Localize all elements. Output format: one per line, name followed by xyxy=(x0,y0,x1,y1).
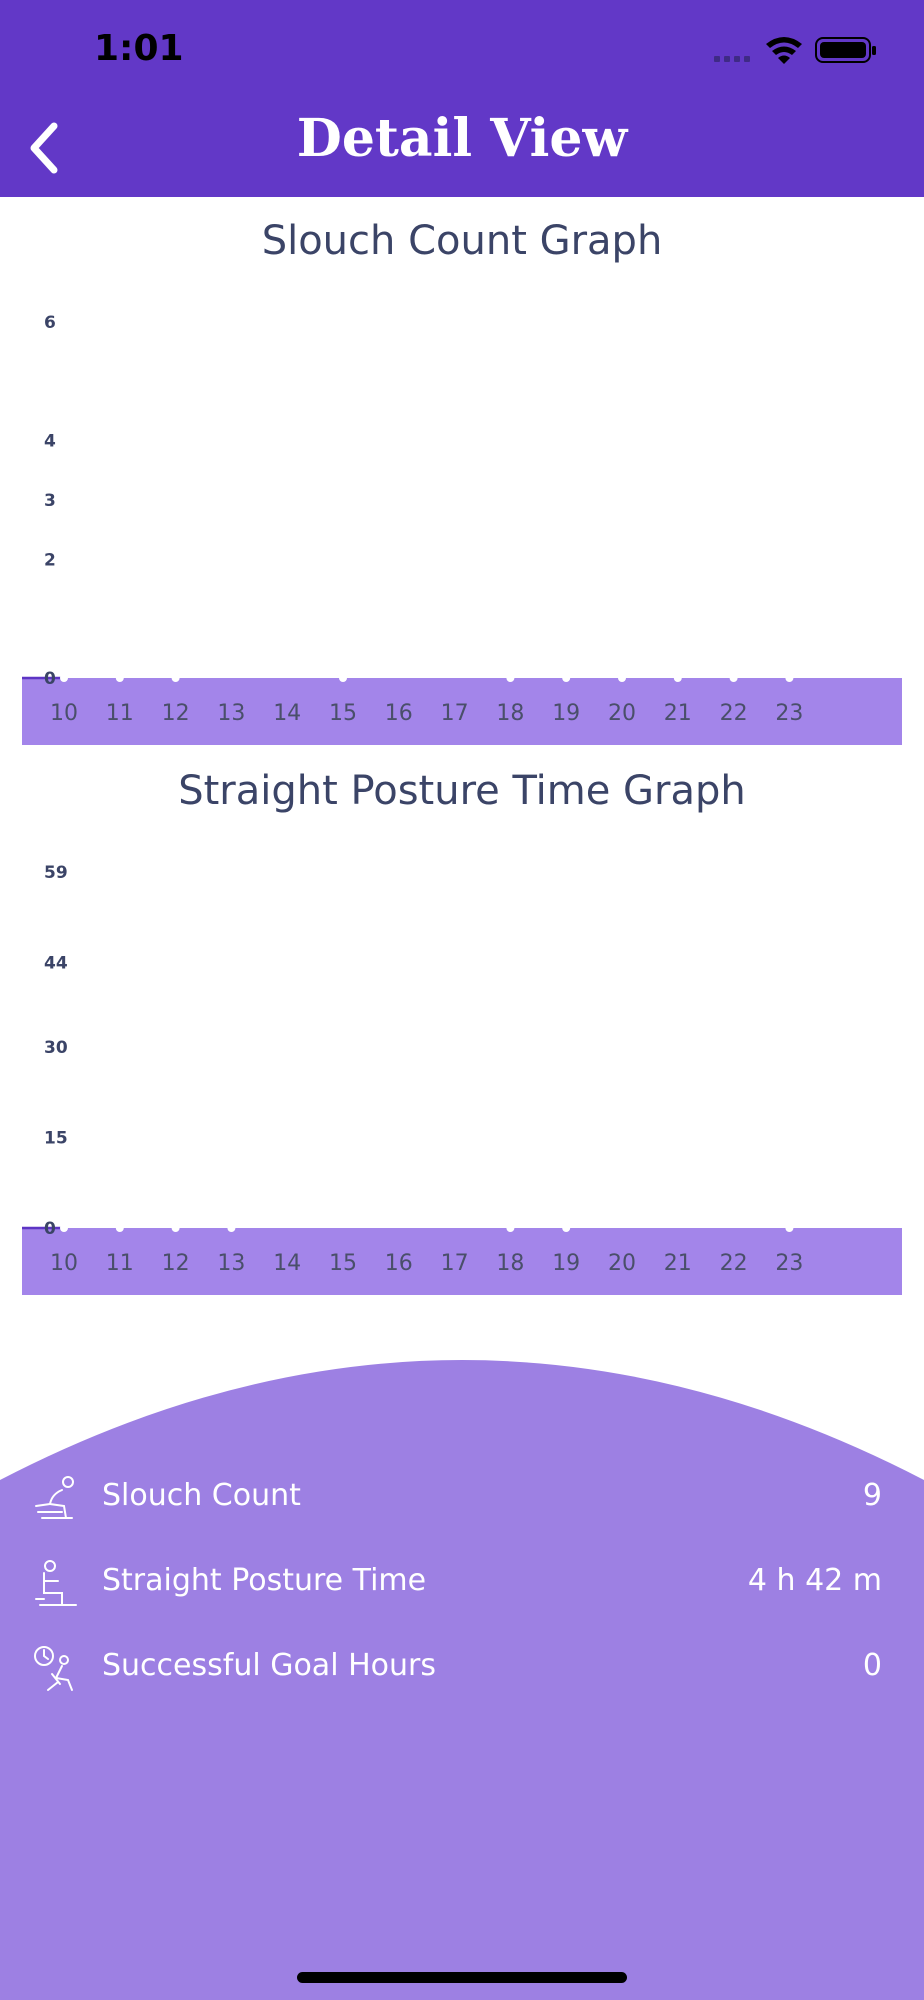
data-point xyxy=(618,1169,626,1178)
sitting-person-icon xyxy=(35,1560,77,1606)
x-tick-label: 13 xyxy=(217,1251,245,1276)
x-tick-label: 11 xyxy=(106,701,134,726)
data-point xyxy=(60,674,68,682)
x-tick-label: 21 xyxy=(664,701,692,726)
data-point xyxy=(729,964,738,973)
x-tick-label: 21 xyxy=(664,1251,692,1276)
home-indicator[interactable] xyxy=(297,1972,627,1983)
slouching-person-icon xyxy=(35,1476,74,1519)
x-tick-label: 14 xyxy=(273,1251,301,1276)
data-point xyxy=(339,868,347,876)
data-point xyxy=(60,1224,68,1232)
data-point xyxy=(562,1224,571,1232)
cellular-signal-icon xyxy=(714,56,750,62)
x-tick-label: 19 xyxy=(552,701,580,726)
summary-panel: Slouch Count 9 Straight Posture Time 4 h… xyxy=(0,1360,924,2000)
x-tick-label: 23 xyxy=(775,1251,803,1276)
stat-value: 9 xyxy=(862,1478,882,1513)
data-point xyxy=(283,1181,292,1190)
data-point xyxy=(450,922,459,931)
y-tick-label: 4 xyxy=(44,432,56,452)
data-point xyxy=(562,674,571,682)
x-tick-label: 12 xyxy=(162,1251,190,1276)
data-point xyxy=(673,868,682,876)
battery-icon xyxy=(815,37,876,63)
straight-graph-title: Straight Posture Time Graph xyxy=(178,768,746,814)
stat-label: Successful Goal Hours xyxy=(102,1648,436,1683)
stat-label: Slouch Count xyxy=(102,1478,301,1513)
x-tick-label: 19 xyxy=(552,1251,580,1276)
x-tick-label: 15 xyxy=(329,701,357,726)
x-tick-label: 16 xyxy=(385,701,413,726)
x-tick-label: 22 xyxy=(720,701,748,726)
x-tick-label: 18 xyxy=(496,1251,524,1276)
x-tick-label: 22 xyxy=(720,1251,748,1276)
x-tick-label: 20 xyxy=(608,1251,636,1276)
stat-row-successful-goal-hours: Successful Goal Hours 0 xyxy=(32,1640,882,1700)
nav-header: 1:01 Detail View xyxy=(0,0,924,197)
data-point xyxy=(785,674,794,682)
x-tick-label: 17 xyxy=(441,701,469,726)
x-tick-label: 23 xyxy=(775,701,803,726)
data-point xyxy=(171,674,180,682)
x-tick-label: 13 xyxy=(217,701,245,726)
data-point xyxy=(339,674,347,682)
x-tick-label: 17 xyxy=(441,1251,469,1276)
goal-clock-person-icon xyxy=(34,1646,73,1691)
stat-value: 0 xyxy=(862,1648,882,1683)
x-tick-label: 16 xyxy=(385,1251,413,1276)
data-point xyxy=(450,614,459,623)
x-tick-label: 12 xyxy=(162,701,190,726)
data-point xyxy=(394,614,403,623)
y-tick-label: 0 xyxy=(44,669,56,689)
x-tick-label: 20 xyxy=(608,701,636,726)
status-icons xyxy=(714,37,876,64)
y-tick-label: 0 xyxy=(44,1219,56,1239)
data-point xyxy=(506,674,515,682)
data-point xyxy=(227,318,236,326)
data-point xyxy=(673,674,682,682)
stat-label: Straight Posture Time xyxy=(102,1563,427,1598)
data-point xyxy=(171,1224,180,1232)
stat-value: 4 h 42 m xyxy=(747,1563,882,1598)
x-tick-label: 10 xyxy=(50,701,78,726)
y-tick-label: 44 xyxy=(44,954,68,974)
y-tick-label: 3 xyxy=(44,491,56,511)
x-axis-band xyxy=(22,1228,902,1295)
status-time: 1:01 xyxy=(94,28,184,69)
page-title: Detail View xyxy=(296,108,628,169)
data-point xyxy=(729,674,738,682)
data-point xyxy=(115,1224,124,1232)
stat-row-slouch-count: Slouch Count 9 xyxy=(32,1470,882,1530)
x-tick-label: 11 xyxy=(106,1251,134,1276)
data-point xyxy=(785,1224,794,1232)
data-point xyxy=(115,674,124,682)
x-tick-label: 18 xyxy=(496,701,524,726)
panel-arc-background xyxy=(0,1360,924,2000)
straight-posture-chart: 0 15 30 44 59 10 11 12 13 14 15 16 17 18 19 20 21 22 23 xyxy=(22,863,902,1295)
data-point xyxy=(394,892,403,901)
x-tick-label: 10 xyxy=(50,1251,78,1276)
stat-row-straight-posture-time: Straight Posture Time 4 h 42 m xyxy=(32,1555,882,1615)
data-point xyxy=(506,1224,515,1232)
y-tick-label: 59 xyxy=(44,863,68,883)
x-axis-band xyxy=(22,678,902,745)
back-chevron-icon[interactable] xyxy=(20,118,70,178)
data-point xyxy=(618,674,626,682)
data-point xyxy=(227,1224,236,1232)
data-point xyxy=(283,614,292,623)
y-tick-label: 2 xyxy=(44,550,56,570)
y-tick-label: 30 xyxy=(44,1038,68,1058)
y-tick-label: 15 xyxy=(44,1128,68,1148)
x-tick-label: 15 xyxy=(329,1251,357,1276)
wifi-icon xyxy=(766,37,802,64)
x-tick-label: 14 xyxy=(273,701,301,726)
slouch-graph-title: Slouch Count Graph xyxy=(261,218,663,264)
y-tick-label: 6 xyxy=(44,313,56,333)
